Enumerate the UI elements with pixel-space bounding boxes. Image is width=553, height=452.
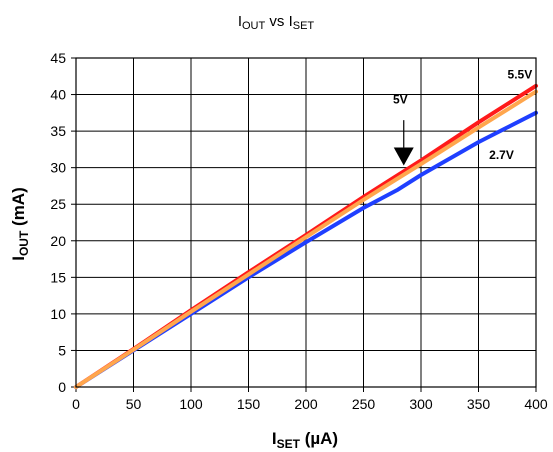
- y-tick-label: 0: [58, 379, 66, 395]
- y-tick-labels: 0 5 10 15 20 25 30 35 40 45: [50, 50, 66, 395]
- y-tick-label: 15: [50, 269, 66, 285]
- x-tick-label: 300: [409, 396, 433, 412]
- y-tick-label: 20: [50, 233, 66, 249]
- annotation-5-5v: 5.5V: [508, 67, 533, 81]
- annotation-2-7v: 2.7V: [489, 148, 514, 162]
- x-tick-label: 0: [72, 396, 80, 412]
- x-tick-label: 250: [352, 396, 376, 412]
- annotations: 5.5V 5V 2.7V: [393, 67, 533, 166]
- x-tick-labels: 0 50 100 150 200 250 300 350 400: [72, 396, 548, 412]
- y-tick-label: 45: [50, 50, 66, 66]
- y-tick-label: 40: [50, 87, 66, 103]
- series-line-5v: [74, 89, 538, 389]
- x-tick-label: 50: [126, 396, 142, 412]
- y-tick-label: 30: [50, 160, 66, 176]
- x-tick-label: 200: [294, 396, 318, 412]
- plot-frame: [75, 57, 537, 388]
- series-lines: [74, 83, 538, 389]
- y-tick-label: 5: [58, 342, 66, 358]
- x-tick-label: 100: [179, 396, 203, 412]
- x-tick-label: 150: [237, 396, 261, 412]
- x-tick-label: 350: [467, 396, 491, 412]
- x-tick-label: 400: [524, 396, 548, 412]
- annotation-5v: 5V: [393, 92, 408, 106]
- arrow-head: [393, 147, 414, 166]
- y-axis-label: IOUT (mA): [9, 187, 31, 261]
- y-tick-label: 25: [50, 196, 66, 212]
- y-tick-label: 35: [50, 123, 66, 139]
- chart-title: IOUT vs ISET: [238, 13, 315, 32]
- x-axis-label: ISET (µA): [272, 429, 338, 451]
- y-tick-label: 10: [50, 306, 66, 322]
